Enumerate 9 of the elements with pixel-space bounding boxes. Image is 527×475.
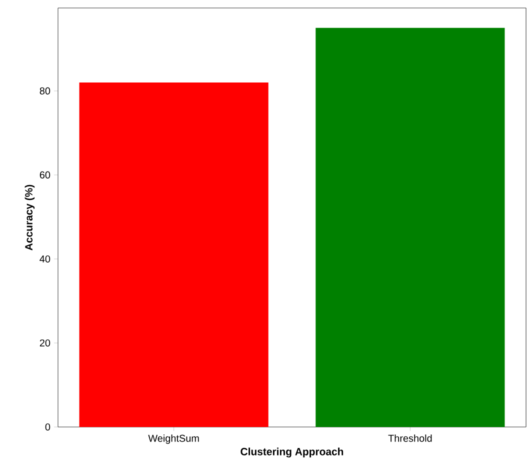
y-tick-label: 20 (40, 339, 50, 346)
y-tick-label: 40 (40, 255, 50, 262)
y-tick-label: 60 (40, 171, 50, 178)
y-axis-title: Accuracy (%) (24, 184, 35, 250)
y-tick-label: 80 (40, 87, 50, 94)
x-tick-label: Threshold (388, 434, 432, 442)
x-tick-label: WeightSum (148, 434, 199, 444)
y-tick-label: 0 (45, 423, 50, 431)
x-axis-title: Clustering Approach (240, 448, 344, 458)
